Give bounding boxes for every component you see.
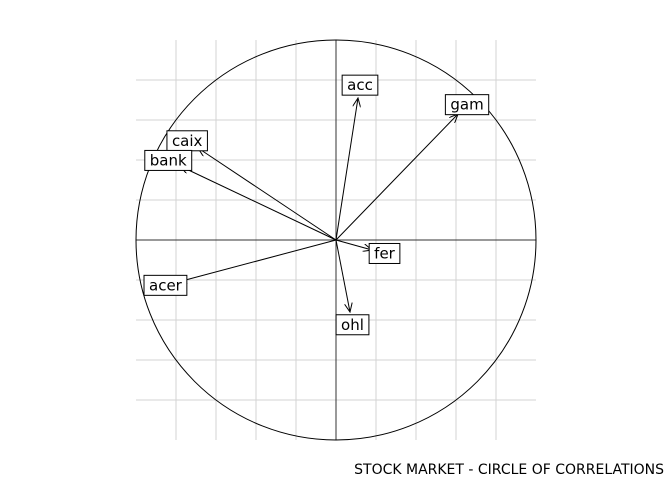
label-text: caix [172,132,203,150]
chart-title: STOCK MARKET - CIRCLE OF CORRELATIONS [354,462,664,478]
label-text: acc [347,76,373,94]
vector-arrow-acc [335,98,358,241]
vector-arrow-acer [178,239,337,282]
label-box [341,74,379,96]
label-text: bank [150,151,187,169]
label-box [444,94,490,116]
vector-label-fer: fer [368,242,401,264]
label-box [335,314,370,336]
label-text: acer [149,276,183,294]
vector-label-gam: gam [444,94,490,116]
label-box [144,149,193,171]
vector-label-bank: bank [144,149,193,171]
label-box [143,274,188,296]
vector-arrow-fer [335,239,372,250]
vector-arrow-caix [198,148,337,241]
vector-label-caix: caix [166,130,208,152]
label-text: ohl [341,316,364,334]
vector-arrow-ohl [335,239,350,312]
label-text: gam [450,96,483,114]
vector-arrow-bank [180,166,337,241]
vectors [178,98,458,312]
vector-arrow-gam [335,114,458,241]
vector-label-acc: acc [341,74,379,96]
unit-circle [135,39,537,441]
label-box [368,242,401,264]
label-text: fer [374,244,396,262]
vector-label-acer: acer [143,274,188,296]
vector-label-ohl: ohl [335,314,370,336]
